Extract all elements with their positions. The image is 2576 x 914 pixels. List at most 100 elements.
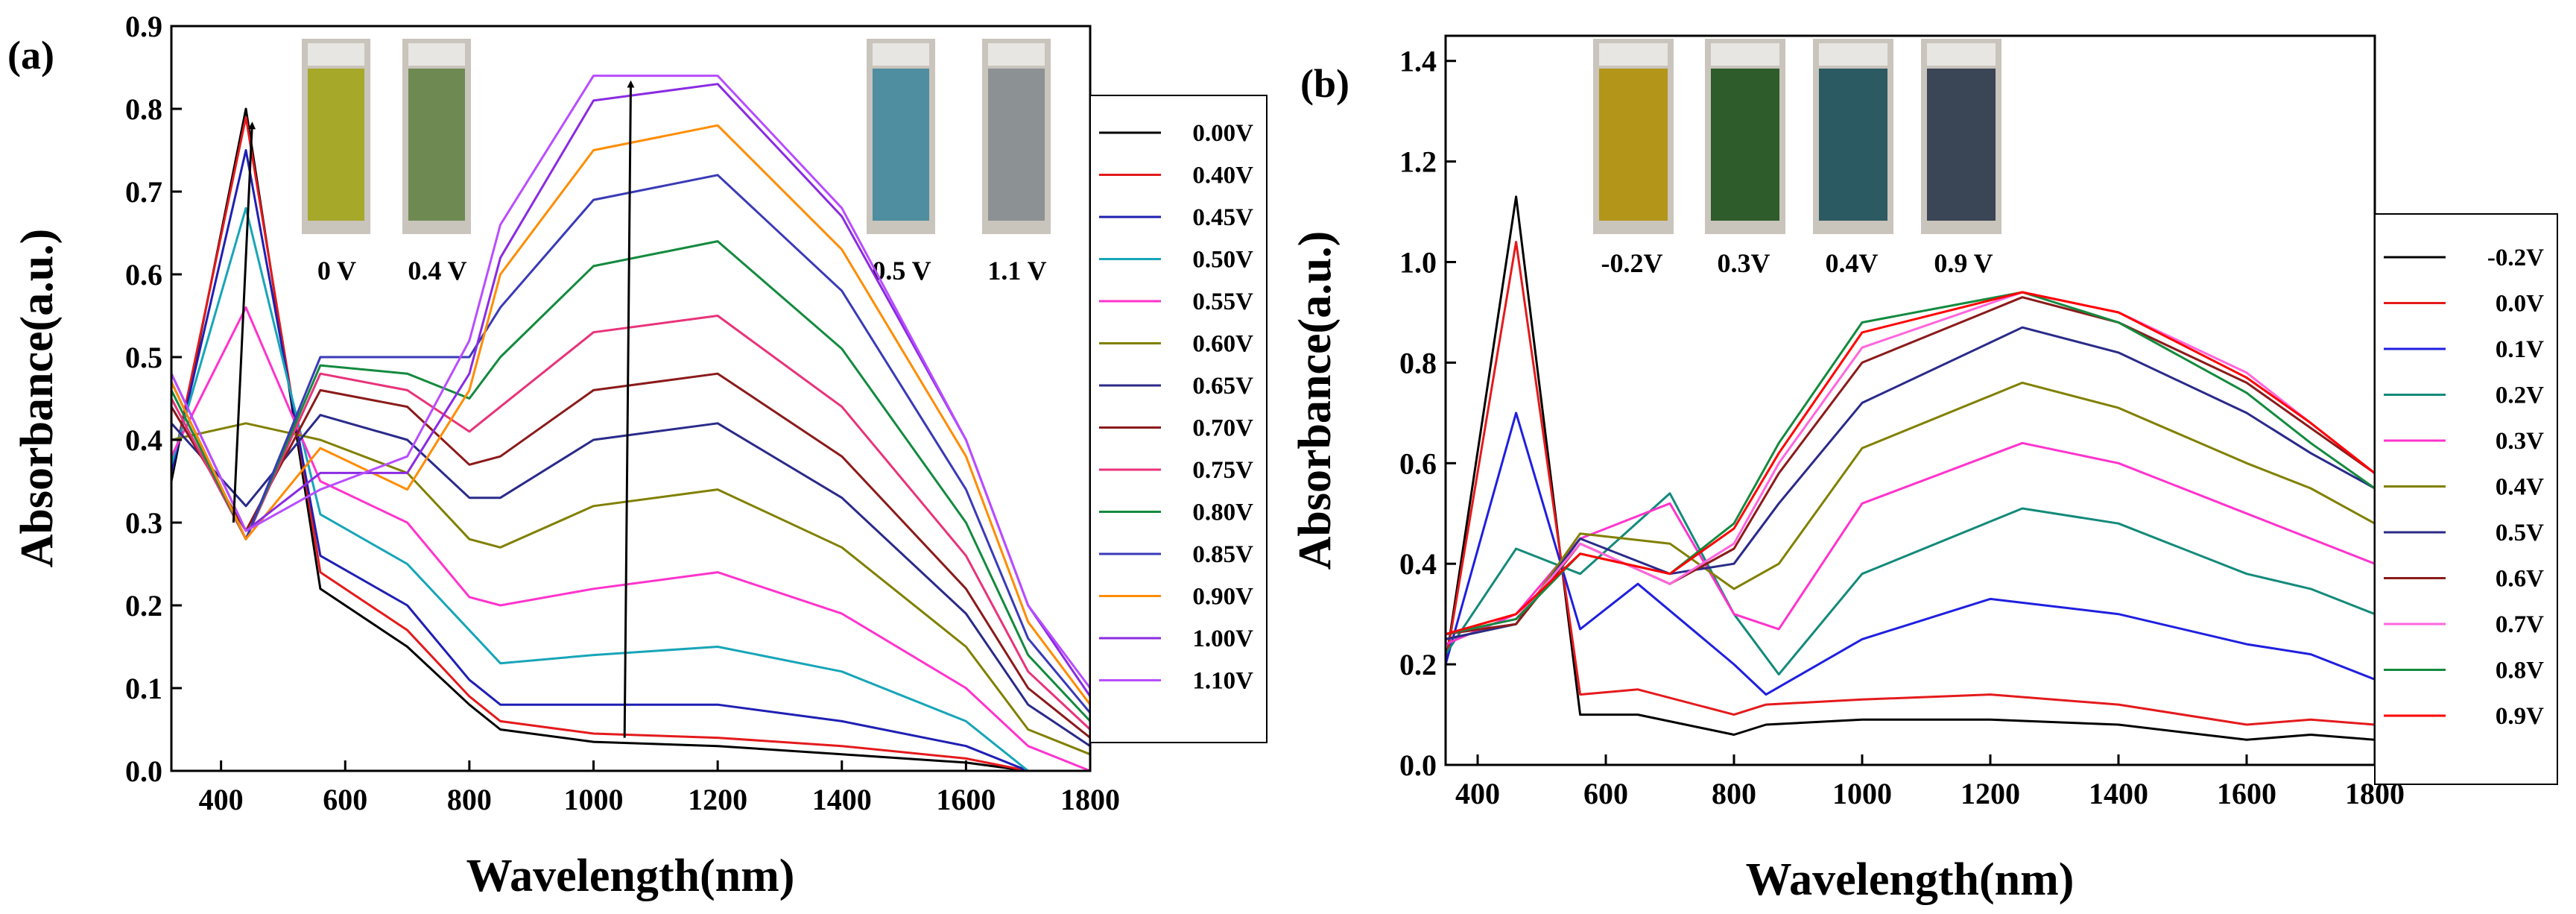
- panel-b-series-0.0V: [1444, 241, 2376, 726]
- x-tick-label: 1800: [1060, 783, 1120, 816]
- panel-b-label: (b): [1300, 61, 1349, 106]
- panel-b-plot-frame: [1444, 34, 2376, 766]
- panel-b-legend-item: 0.9V: [2384, 703, 2544, 730]
- legend-label: 0.45V: [1192, 204, 1253, 231]
- panel-a-legend-item: 0.75V: [1099, 457, 1253, 484]
- panel-b-legend-item: 0.0V: [2384, 291, 2544, 318]
- legend-label: 0.90V: [1192, 584, 1253, 611]
- x-tick-label: 1600: [936, 783, 996, 816]
- legend-label: 1.10V: [1192, 668, 1253, 695]
- x-tick-label: 1000: [564, 783, 624, 816]
- panel-b-vial-photos: -0.2V 0.3V 0.4V 0.9 V: [1593, 39, 2001, 278]
- panel-b-legend: -0.2V 0.0V 0.1V 0.2V 0.3V 0.4V 0.5V 0.6V 0.7V 0.8…: [2374, 213, 2558, 785]
- panel-a-series-0.60V: [171, 422, 1091, 756]
- panel-b-legend-item: 0.7V: [2384, 611, 2544, 638]
- panel-a-legend-box: [1089, 95, 1268, 743]
- x-tick-label: 1600: [2217, 777, 2276, 810]
- panel-a-legend-item: 1.10V: [1099, 668, 1253, 695]
- panel-b-series-0.7V: [1445, 291, 2376, 636]
- legend-label: 0.0V: [2496, 291, 2544, 318]
- x-tick-label: 1200: [1961, 777, 2020, 810]
- vial-cap: [1599, 43, 1668, 66]
- panel-b-chart: (b) -0.2V 0.3V 0.4V 0.9 V 400 600 800 1000 1200…: [1290, 34, 2558, 905]
- vial-solution: [308, 69, 364, 221]
- vial-cap: [1711, 43, 1779, 66]
- vial-solution: [1711, 69, 1779, 221]
- vial-cap: [873, 43, 929, 66]
- legend-label: 0.65V: [1192, 373, 1253, 400]
- legend-label: 0.3V: [2496, 428, 2544, 455]
- panel-a-legend-item: 0.90V: [1099, 584, 1253, 611]
- panel-b-vial-2: 0.3V: [1705, 39, 1785, 278]
- panel-a-series-0.90V: [170, 124, 1092, 706]
- panel-a-vial-label: 0.4 V: [408, 256, 466, 286]
- panel-b-legend-item: 0.4V: [2384, 474, 2544, 501]
- panel-b-vial-label: 0.3V: [1718, 248, 1770, 278]
- x-tick-label: 400: [199, 783, 244, 816]
- panel-b-legend-item: 0.3V: [2384, 428, 2544, 455]
- panel-b-legend-box: [2374, 213, 2558, 785]
- y-tick-label: 0.4: [1399, 547, 1437, 581]
- panel-a-y-axis: 0.0 0.1 0.2 0.3 0.4 0.5 0.6 0.7 0.8 0.9: [125, 10, 182, 788]
- legend-label: 0.8V: [2496, 658, 2544, 684]
- legend-label: 0.80V: [1192, 499, 1253, 526]
- y-tick-label: 0.5: [125, 341, 162, 374]
- panel-b-series-0.2V: [1444, 492, 2376, 676]
- panel-b-vial-label: 0.9 V: [1934, 248, 1993, 278]
- panel-b-y-axis: 0.0 0.2 0.4 0.6 0.8 1.0 1.2 1.4: [1399, 45, 1456, 782]
- vial-cap: [408, 43, 465, 66]
- y-tick-label: 0.2: [1399, 648, 1437, 681]
- panel-a-vial-4: 1.1 V: [982, 39, 1051, 286]
- panel-b-y-axis-label: Absorbance(a.u.): [1290, 231, 1341, 570]
- panel-b-vial-4: 0.9 V: [1921, 39, 2001, 278]
- x-tick-label: 800: [1712, 777, 1756, 810]
- x-tick-label: 800: [447, 783, 492, 816]
- vial-solution: [1599, 69, 1668, 221]
- vial-solution: [1927, 69, 1996, 221]
- vial-solution: [988, 69, 1045, 221]
- panel-a-series-0.00V: [170, 107, 1090, 772]
- y-tick-label: 0.6: [1399, 447, 1437, 480]
- y-tick-label: 1.0: [1399, 246, 1437, 280]
- vial-cap: [988, 43, 1045, 66]
- panel-a-x-axis: 400 600 800 1000 1200 1400 1600 1800: [199, 760, 1120, 816]
- x-tick-label: 400: [1455, 777, 1500, 810]
- legend-label: 0.55V: [1192, 289, 1253, 315]
- legend-label: 0.00V: [1192, 120, 1253, 147]
- y-tick-label: 0.0: [1399, 748, 1437, 782]
- y-tick-label: 0.2: [125, 589, 162, 623]
- vial-solution: [873, 69, 929, 221]
- panel-b-series-0.3V: [1445, 441, 2376, 646]
- x-tick-label: 600: [323, 783, 367, 816]
- y-tick-label: 0.9: [125, 10, 162, 43]
- legend-label: 0.1V: [2496, 336, 2544, 363]
- panel-b-legend-item: 0.2V: [2384, 382, 2544, 409]
- y-tick-label: 1.2: [1399, 145, 1437, 179]
- legend-label: 0.85V: [1192, 541, 1253, 568]
- panel-b-x-axis-label: Wavelength(nm): [1746, 854, 2075, 905]
- panel-b-series-0.1V: [1444, 412, 2376, 696]
- panel-b-legend-item: 0.6V: [2384, 566, 2544, 593]
- panel-b-legend-item: 0.8V: [2384, 658, 2544, 684]
- panel-a-series-0.65V: [170, 414, 1091, 747]
- legend-label: 0.9V: [2496, 703, 2544, 730]
- panel-a-legend-item: 1.00V: [1099, 625, 1253, 652]
- x-tick-label: 1000: [1832, 777, 1892, 810]
- panel-b-series-0.9V: [1445, 291, 2376, 636]
- vial-solution: [1819, 69, 1887, 221]
- y-tick-label: 0.7: [125, 175, 162, 209]
- panel-a-label: (a): [7, 33, 54, 78]
- panel-a-vial-label: 1.1 V: [987, 256, 1046, 286]
- legend-label: 0.50V: [1192, 247, 1253, 274]
- y-tick-label: 0.0: [125, 754, 162, 788]
- panel-a-legend-item: 0.60V: [1099, 331, 1253, 358]
- panel-a-series-0.75V: [170, 315, 1092, 731]
- panel-a-legend-item: 0.00V: [1099, 120, 1253, 147]
- vial-cap: [1927, 43, 1996, 66]
- panel-a-legend-item: 0.80V: [1099, 499, 1253, 526]
- panel-a-vial-label: 0 V: [317, 256, 356, 286]
- vial-cap: [1819, 43, 1887, 66]
- legend-label: 0.60V: [1192, 331, 1253, 358]
- panel-a-legend-item: 0.70V: [1099, 415, 1253, 442]
